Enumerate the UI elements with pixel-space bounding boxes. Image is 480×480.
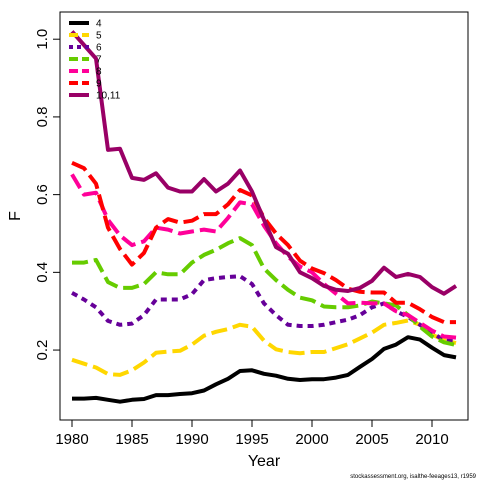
legend-label: 8 (96, 67, 102, 78)
plot-frame (59, 11, 469, 421)
y-tick-label: 1.0 (34, 29, 51, 50)
x-tick-label: 1990 (175, 431, 208, 448)
legend-label: 7 (96, 55, 102, 66)
x-tick-label: 1985 (115, 431, 148, 448)
y-axis-title: F (7, 211, 24, 221)
series-line-8 (70, 173, 457, 340)
y-tick-label: 0.2 (34, 340, 51, 361)
x-tick-label: 2010 (415, 431, 448, 448)
x-tick-label: 1980 (55, 431, 88, 448)
legend-label: 9 (96, 79, 102, 90)
series-lines (70, 30, 458, 404)
x-axis-title: Year (248, 453, 281, 470)
x-tick-label: 2005 (355, 431, 388, 448)
y-tick-label: 0.4 (34, 262, 51, 283)
y-tick-label: 0.6 (34, 184, 51, 205)
x-tick-label: 2000 (295, 431, 328, 448)
x-tick-label: 1995 (235, 431, 268, 448)
legend-label: 6 (96, 43, 102, 54)
y-axis: 0.2 0.4 0.6 0.8 1.0 (34, 29, 60, 361)
legend-label: 10,11 (96, 91, 121, 102)
series-line-7 (72, 236, 457, 347)
caption: stockassessment.org, isalthe-feeages13, … (350, 474, 476, 480)
series-line-9 (71, 160, 456, 325)
x-axis: 1980 1985 1990 1995 2000 2005 2010 (55, 420, 449, 448)
series-line-5 (71, 318, 457, 377)
series-line-10-11 (70, 30, 458, 296)
series-line-4 (72, 335, 457, 404)
legend-label: 5 (96, 31, 102, 42)
y-tick-label: 0.8 (34, 106, 51, 127)
legend-label: 4 (96, 19, 102, 30)
